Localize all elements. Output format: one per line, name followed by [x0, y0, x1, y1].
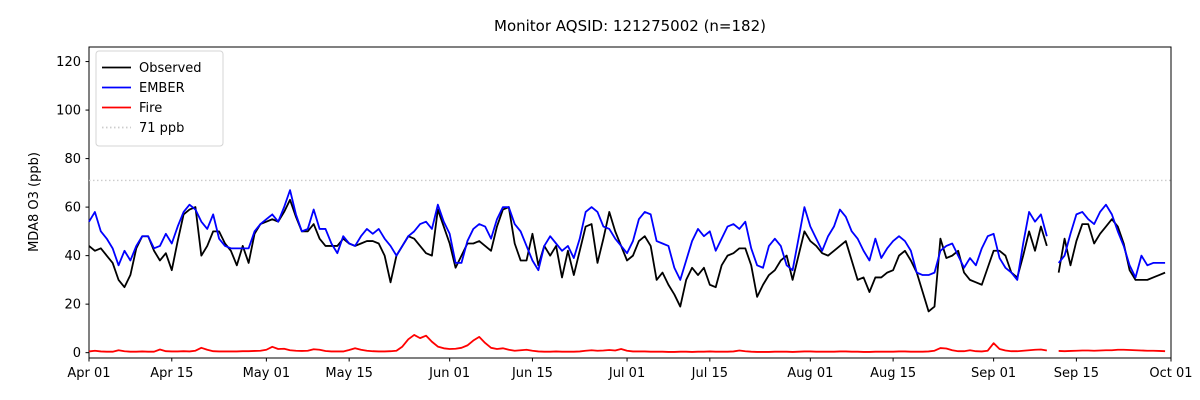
x-tick-label: Jun 15 — [511, 366, 553, 381]
fire-line — [88, 334, 1166, 353]
legend-box — [95, 50, 224, 147]
ember-line — [88, 189, 1166, 281]
x-tick-label: Aug 01 — [787, 366, 833, 381]
y-tick-label: 120 — [56, 55, 81, 70]
x-tick-label: May 01 — [243, 366, 291, 381]
legend-label: EMBER — [139, 81, 185, 96]
x-tick-label: Oct 01 — [1149, 366, 1192, 381]
x-tick-label: Apr 01 — [67, 366, 110, 381]
y-tick-label: 60 — [64, 201, 81, 216]
y-tick-label: 100 — [56, 104, 81, 119]
plot-background — [88, 46, 1172, 359]
x-tick-label: Apr 15 — [150, 366, 193, 381]
legend-item: 71 ppb — [102, 121, 184, 136]
y-tick-label: 80 — [64, 152, 81, 167]
legend-item: EMBER — [102, 81, 185, 96]
x-tick-label: Jun 01 — [428, 366, 470, 381]
legend-label: Fire — [139, 101, 162, 116]
x-tick-label: May 15 — [325, 366, 373, 381]
legend: Observed EMBER Fire 71 ppb — [95, 50, 224, 147]
legend-label: 71 ppb — [139, 121, 184, 136]
axes-group: 0 20 40 60 80 100 120 Apr 01 Apr 15 May 01 May 15 J… — [56, 55, 1192, 381]
series-lines-group — [88, 189, 1166, 353]
x-tick-label: Jul 15 — [691, 366, 728, 381]
x-tick-label: Sep 15 — [1054, 366, 1099, 381]
legend-item: Observed — [102, 61, 202, 76]
x-tick-label: Jul 01 — [608, 366, 645, 381]
legend-item: Fire — [102, 101, 162, 116]
y-tick-label: 20 — [64, 298, 81, 313]
x-tick-label: Aug 15 — [870, 366, 916, 381]
y-axis-label: MDA8 O3 (ppb) — [27, 152, 42, 252]
x-tick-label: Sep 01 — [971, 366, 1016, 381]
y-tick-label: 0 — [73, 346, 81, 361]
plot-frame — [88, 46, 1172, 359]
observed-line — [88, 198, 1166, 313]
y-tick-label: 40 — [64, 249, 81, 264]
chart-title: Monitor AQSID: 121275002 (n=182) — [494, 17, 766, 35]
legend-label: Observed — [139, 61, 202, 76]
